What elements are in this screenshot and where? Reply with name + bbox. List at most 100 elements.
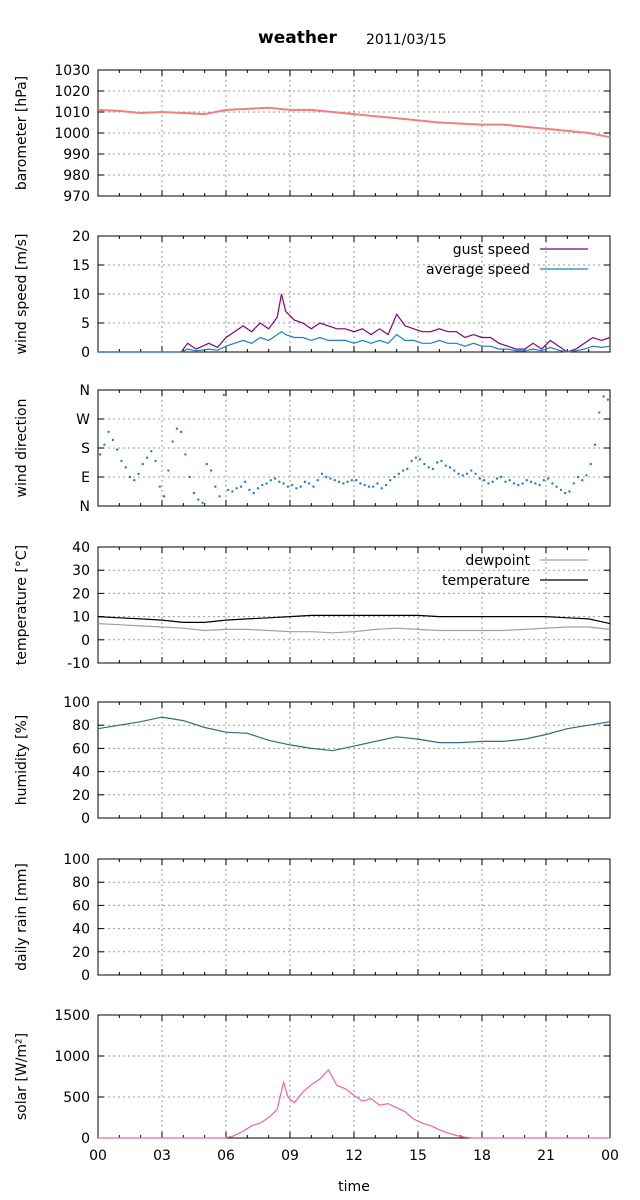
data-point: [414, 456, 418, 459]
y-tick-label: N: [80, 383, 90, 399]
y-tick-label: 40: [72, 765, 90, 781]
data-point: [384, 483, 388, 487]
y-tick-label: 60: [72, 898, 90, 914]
series-line-temperature: [97, 614, 611, 625]
legend-label: average speed: [426, 262, 530, 278]
y-tick-label: 15: [72, 258, 90, 274]
data-point: [508, 479, 511, 482]
data-point: [231, 490, 234, 493]
data-point: [350, 479, 354, 482]
plot-frame: [97, 701, 611, 819]
data-point: [457, 472, 460, 475]
data-point: [359, 482, 362, 485]
figure-date: 2011/03/15: [366, 32, 447, 48]
legend-label: temperature: [442, 573, 530, 589]
data-point: [448, 466, 452, 469]
data-point: [478, 477, 482, 480]
data-point: [175, 427, 179, 430]
y-tick-label: E: [81, 470, 90, 486]
x-tick-label: 06: [217, 1148, 235, 1164]
legend-label: gust speed: [453, 242, 530, 258]
data-point: [244, 480, 247, 484]
y-axis-label: temperature [°C]: [14, 545, 30, 665]
data-point: [491, 480, 494, 484]
plot-frame: [97, 69, 611, 197]
plot-frame: [97, 546, 611, 664]
data-point: [299, 485, 302, 488]
data-point: [269, 479, 272, 482]
data-point: [572, 482, 575, 485]
data-point: [559, 488, 563, 492]
data-point: [589, 462, 592, 466]
plot-frame: [97, 389, 611, 507]
data-point: [436, 461, 439, 464]
data-point: [397, 472, 400, 475]
data-point: [316, 479, 319, 482]
y-tick-label: 20: [72, 586, 90, 602]
y-axis-label: wind speed [m/s]: [14, 234, 30, 355]
data-point: [380, 487, 383, 490]
data-point: [303, 480, 307, 484]
data-point: [188, 475, 191, 479]
figure-title: weather: [258, 28, 337, 48]
data-point: [252, 491, 255, 495]
data-point: [474, 472, 477, 475]
y-tick-label: 5: [81, 316, 90, 332]
data-point: [529, 480, 533, 484]
data-point: [201, 501, 204, 504]
data-point: [325, 475, 328, 479]
data-point: [602, 395, 605, 398]
data-point: [222, 393, 226, 397]
data-point: [482, 479, 486, 482]
data-point: [593, 443, 597, 446]
data-point: [128, 475, 132, 479]
y-axis-label: wind direction: [14, 399, 30, 498]
data-point: [495, 477, 499, 480]
x-tick-label: 15: [409, 1148, 427, 1164]
data-point: [282, 482, 285, 485]
data-point: [239, 485, 243, 488]
y-tick-label: W: [76, 412, 90, 428]
y-tick-label: 1000: [54, 126, 90, 142]
x-tick-label: 00: [601, 1148, 619, 1164]
data-point: [278, 480, 281, 484]
data-point: [470, 469, 473, 472]
panel-barometer: 1030 1020 1010 1000 990 980 970 barometer [hPa]: [14, 63, 611, 205]
data-point: [401, 469, 405, 472]
data-point: [453, 469, 456, 472]
data-point: [444, 464, 447, 467]
x-axis-label: time: [338, 1179, 370, 1195]
data-point: [542, 479, 546, 482]
data-point: [465, 472, 469, 475]
data-point: [308, 482, 311, 485]
data-point: [107, 430, 110, 434]
data-point: [538, 483, 541, 487]
y-tick-label: 0: [81, 345, 90, 361]
data-point: [235, 487, 238, 490]
data-point: [346, 480, 349, 484]
data-point: [98, 453, 102, 456]
y-tick-label: 100: [63, 852, 90, 868]
data-point: [512, 482, 516, 485]
series-line-average-speed: [98, 330, 611, 353]
data-point: [145, 456, 149, 459]
x-tick-label: 18: [473, 1148, 491, 1164]
y-tick-label: 990: [63, 147, 90, 163]
data-point: [226, 488, 230, 492]
data-point: [265, 482, 268, 485]
data-point: [551, 482, 554, 485]
data-point: [256, 487, 260, 490]
y-tick-label: 1500: [54, 1008, 90, 1024]
data-point: [337, 480, 341, 484]
y-tick-label: 500: [63, 1090, 90, 1106]
y-tick-label: 40: [72, 922, 90, 938]
data-point: [354, 479, 358, 482]
data-point: [564, 491, 567, 495]
panel-wind-speed: 20 15 10 5 0 wind speed [m/s] gust speed averag…: [14, 229, 611, 361]
data-point: [261, 483, 264, 487]
data-point: [248, 488, 251, 492]
data-point: [487, 482, 490, 485]
data-point: [389, 479, 392, 482]
data-point: [500, 475, 503, 479]
